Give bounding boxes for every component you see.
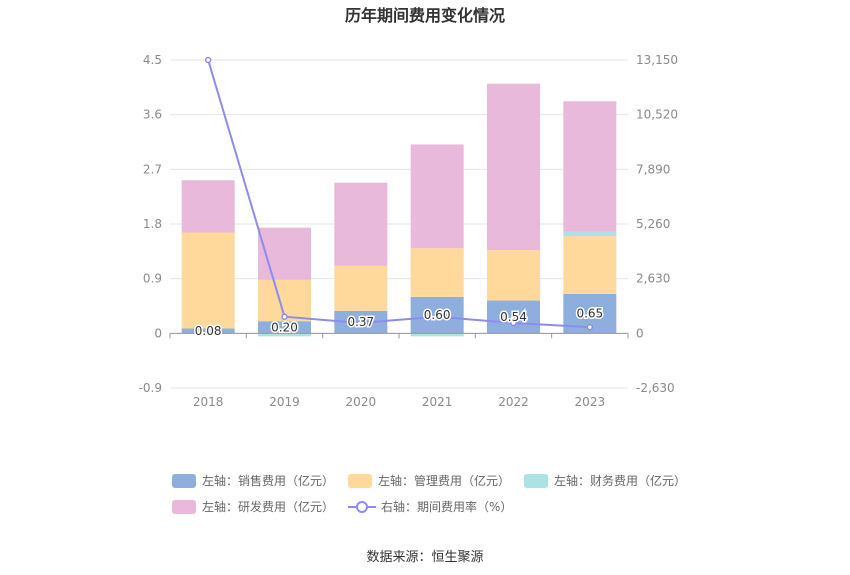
rate-point <box>204 56 212 64</box>
sales-data-label: 0.20 <box>271 320 298 334</box>
legend-label-admin: 左轴：管理费用（亿元） <box>378 474 511 488</box>
bar-rnd <box>487 83 540 251</box>
sales-data-label: 0.65 <box>576 307 603 321</box>
legend-item-admin[interactable]: 左轴：管理费用（亿元） <box>348 472 510 489</box>
bar-admin <box>563 236 617 294</box>
legend-row-2: 左轴：研发费用（亿元） 右轴：期间费用率（%） <box>172 498 526 515</box>
data-labels: 0.08 0.20 0.37 0.60 0.54 0.65 <box>193 305 604 339</box>
right-axis-tick-label: 0 <box>636 326 644 340</box>
rate-point <box>357 319 365 327</box>
right-axis-tick-label: 7,890 <box>636 162 670 176</box>
left-axis-tick-label: 0.9 <box>143 272 162 286</box>
right-axis-tick-label: 5,260 <box>636 217 670 231</box>
chart-title: 历年期间费用变化情况 <box>344 6 505 25</box>
bar-admin <box>181 232 235 329</box>
left-axis-tick-label: 1.8 <box>143 217 162 231</box>
x-axis-tick-label: 2021 <box>422 395 453 409</box>
chart-canvas: 4.5 13,150 3.6 10,520 2.7 7,890 1.8 5,260 0.9 2,6… <box>139 53 678 409</box>
rate-line-series <box>204 56 594 331</box>
legend-swatch-admin <box>348 473 373 488</box>
sales-data-label: 0.37 <box>347 315 374 329</box>
legend-label-sales: 左轴：销售费用（亿元） <box>202 474 335 488</box>
legend-swatch-finance <box>524 473 549 488</box>
legend-row-1: 左轴：销售费用（亿元） 左轴：管理费用（亿元） 左轴：财务费用（亿元） <box>172 472 700 489</box>
rate-point <box>586 323 594 331</box>
left-axis-tick-label: -0.9 <box>139 381 162 395</box>
bar-sales <box>181 328 235 334</box>
sales-data-label: 0.60 <box>424 308 451 322</box>
bar-admin <box>487 250 540 301</box>
sales-data-label: 0.08 <box>195 324 222 338</box>
right-axis-tick-label: 13,150 <box>636 53 678 67</box>
rate-point <box>510 319 517 327</box>
bar-sales <box>487 300 540 334</box>
right-axis-tick-label: 2,630 <box>636 272 670 286</box>
left-axis-tick-label: 4.5 <box>143 53 162 67</box>
rate-point <box>281 313 288 320</box>
rate-point <box>433 313 441 320</box>
x-axis-tick-label: 2020 <box>346 395 377 409</box>
bar-series <box>181 83 617 337</box>
x-axis-tick-label: 2022 <box>498 395 529 409</box>
bar-finance <box>563 231 617 237</box>
legend-item-rnd[interactable]: 左轴：研发费用（亿元） <box>172 498 334 515</box>
axes: 4.5 13,150 3.6 10,520 2.7 7,890 1.8 5,260 0.9 2,6… <box>139 53 678 409</box>
bar-finance <box>410 333 464 337</box>
bar-rnd <box>258 227 311 280</box>
legend-label-rate: 右轴：期间费用率（%） <box>381 500 513 514</box>
bar-rnd <box>181 180 235 233</box>
legend-item-sales[interactable]: 左轴：销售费用（亿元） <box>172 472 334 489</box>
legend-line-icon <box>348 500 377 513</box>
right-axis-tick-label: 10,520 <box>636 108 678 122</box>
data-source: 数据来源：恒生聚源 <box>366 550 484 565</box>
x-axis-tick-label: 2019 <box>269 395 300 409</box>
legend-swatch-rnd <box>172 499 196 514</box>
legend-item-rate[interactable]: 右轴：期间费用率（%） <box>348 498 512 515</box>
left-axis-tick-label: 3.6 <box>143 108 162 122</box>
bar-finance <box>258 333 311 337</box>
bar-admin <box>410 248 464 297</box>
bar-rnd <box>410 144 464 249</box>
bar-rnd <box>334 182 388 266</box>
legend-item-finance[interactable]: 左轴：财务费用（亿元） <box>524 472 686 489</box>
x-axis-tick-label: 2023 <box>575 395 606 409</box>
left-axis-tick-label: 0 <box>154 326 162 340</box>
legend-label-finance: 左轴：财务费用（亿元） <box>554 474 687 488</box>
x-axis-tick-label: 2018 <box>193 395 224 409</box>
bar-sales <box>258 321 311 334</box>
rate-line <box>207 59 590 329</box>
grid-lines <box>170 59 628 389</box>
left-axis-tick-label: 2.7 <box>143 162 162 176</box>
bar-admin <box>334 265 388 311</box>
bar-rnd <box>563 101 617 232</box>
legend-swatch-sales <box>172 473 196 488</box>
legend-label-rnd: 左轴：研发费用（亿元） <box>202 500 335 514</box>
sales-data-label: 0.54 <box>500 310 527 324</box>
right-axis-tick-label: -2,630 <box>636 381 675 395</box>
